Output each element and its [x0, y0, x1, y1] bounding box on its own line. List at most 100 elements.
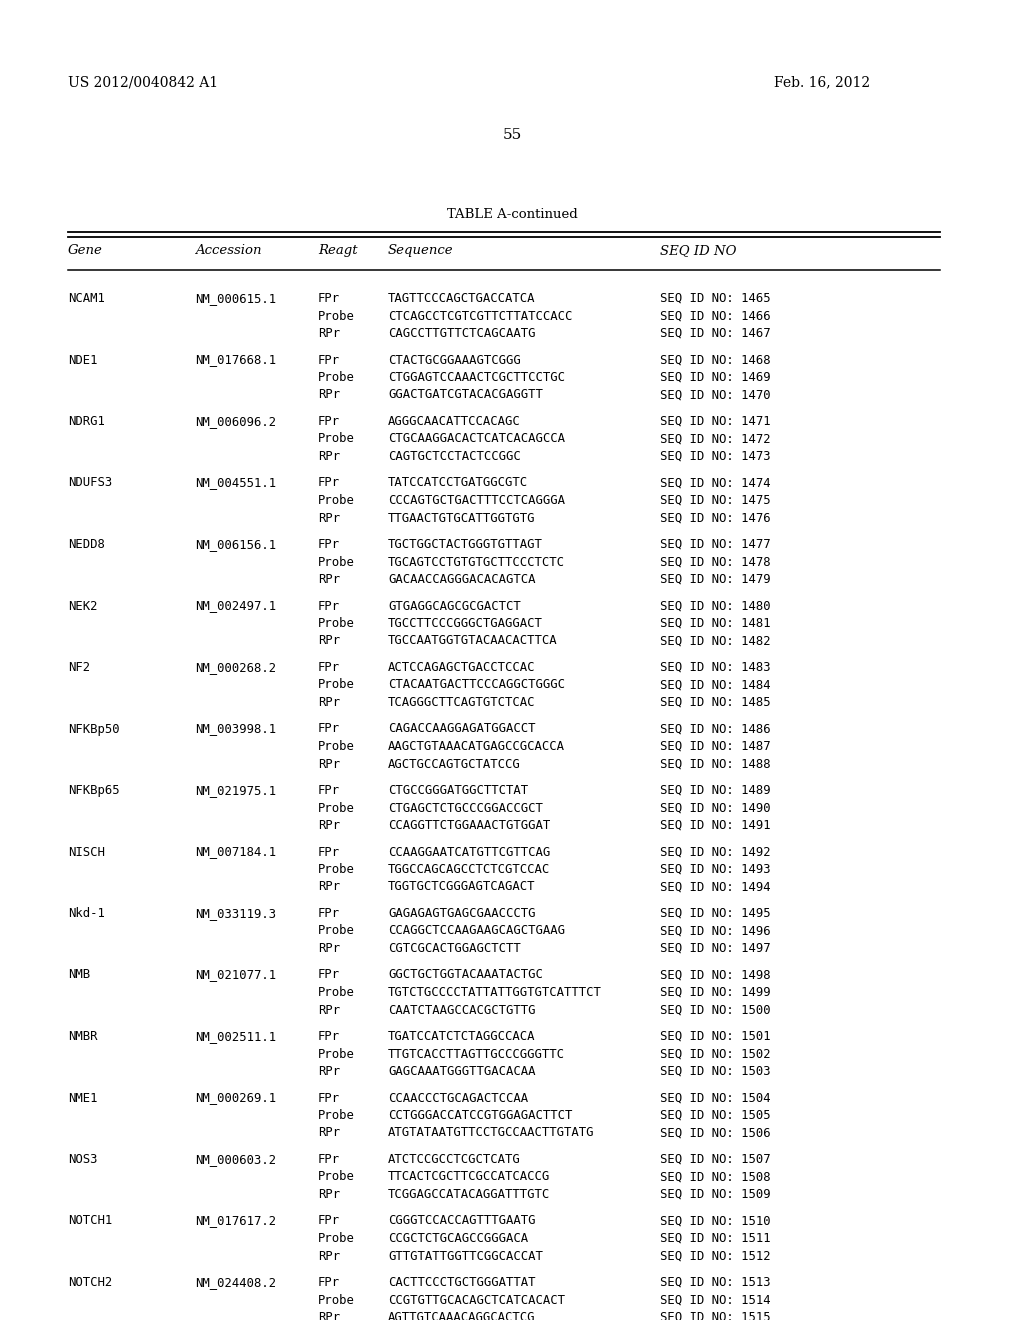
Text: ACTCCAGAGCTGACCTCCAC: ACTCCAGAGCTGACCTCCAC [388, 661, 536, 675]
Text: SEQ ID NO: 1491: SEQ ID NO: 1491 [660, 818, 771, 832]
Text: Probe: Probe [318, 801, 355, 814]
Text: TABLE A-continued: TABLE A-continued [446, 209, 578, 220]
Text: AGGGCAACATTCCACAGC: AGGGCAACATTCCACAGC [388, 414, 521, 428]
Text: Probe: Probe [318, 1171, 355, 1184]
Text: RPr: RPr [318, 450, 340, 463]
Text: NM_024408.2: NM_024408.2 [195, 1276, 276, 1290]
Text: NMB: NMB [68, 969, 90, 982]
Text: CCGTGTTGCACAGCTCATCACACT: CCGTGTTGCACAGCTCATCACACT [388, 1294, 565, 1307]
Text: TATCCATCCTGATGGCGTC: TATCCATCCTGATGGCGTC [388, 477, 528, 490]
Text: SEQ ID NO: 1478: SEQ ID NO: 1478 [660, 556, 771, 569]
Text: SEQ ID NO: 1484: SEQ ID NO: 1484 [660, 678, 771, 692]
Text: Feb. 16, 2012: Feb. 16, 2012 [774, 75, 870, 88]
Text: NFKBp65: NFKBp65 [68, 784, 120, 797]
Text: SEQ ID NO: 1512: SEQ ID NO: 1512 [660, 1250, 771, 1262]
Text: FPr: FPr [318, 784, 340, 797]
Text: TGGCCAGCAGCCTCTCGTCCAC: TGGCCAGCAGCCTCTCGTCCAC [388, 863, 550, 876]
Text: CAATCTAAGCCACGCTGTTG: CAATCTAAGCCACGCTGTTG [388, 1003, 536, 1016]
Text: SEQ ID NO: 1465: SEQ ID NO: 1465 [660, 292, 771, 305]
Text: NM_021077.1: NM_021077.1 [195, 969, 276, 982]
Text: SEQ ID NO: 1471: SEQ ID NO: 1471 [660, 414, 771, 428]
Text: TGCAGTCCTGTGTGCTTCCCTCTC: TGCAGTCCTGTGTGCTTCCCTCTC [388, 556, 565, 569]
Text: FPr: FPr [318, 354, 340, 367]
Text: GGCTGCTGGTACAAATACTGC: GGCTGCTGGTACAAATACTGC [388, 969, 543, 982]
Text: FPr: FPr [318, 722, 340, 735]
Text: NM_000268.2: NM_000268.2 [195, 661, 276, 675]
Text: GGACTGATCGTACACGAGGTT: GGACTGATCGTACACGAGGTT [388, 388, 543, 401]
Text: NF2: NF2 [68, 661, 90, 675]
Text: SEQ ID NO: 1503: SEQ ID NO: 1503 [660, 1065, 771, 1078]
Text: RPr: RPr [318, 573, 340, 586]
Text: 55: 55 [503, 128, 521, 143]
Text: SEQ ID NO: 1487: SEQ ID NO: 1487 [660, 741, 771, 752]
Text: CAGCCTTGTTCTCAGCAATG: CAGCCTTGTTCTCAGCAATG [388, 327, 536, 341]
Text: Probe: Probe [318, 986, 355, 999]
Text: FPr: FPr [318, 969, 340, 982]
Text: GACAACCAGGGACACAGTCA: GACAACCAGGGACACAGTCA [388, 573, 536, 586]
Text: CCAAGGAATCATGTTCGTTCAG: CCAAGGAATCATGTTCGTTCAG [388, 846, 550, 858]
Text: RPr: RPr [318, 696, 340, 709]
Text: SEQ ID NO: 1488: SEQ ID NO: 1488 [660, 758, 771, 771]
Text: SEQ ID NO: 1515: SEQ ID NO: 1515 [660, 1311, 771, 1320]
Text: SEQ ID NO: 1500: SEQ ID NO: 1500 [660, 1003, 771, 1016]
Text: AGCTGCCAGTGCTATCCG: AGCTGCCAGTGCTATCCG [388, 758, 521, 771]
Text: CGTCGCACTGGAGCTCTT: CGTCGCACTGGAGCTCTT [388, 942, 521, 954]
Text: RPr: RPr [318, 1065, 340, 1078]
Text: FPr: FPr [318, 1092, 340, 1105]
Text: TGCCTTCCCGGGCTGAGGACT: TGCCTTCCCGGGCTGAGGACT [388, 616, 543, 630]
Text: TGTCTGCCCCTATTATTGGTGTCATTTCT: TGTCTGCCCCTATTATTGGTGTCATTTCT [388, 986, 602, 999]
Text: FPr: FPr [318, 661, 340, 675]
Text: FPr: FPr [318, 292, 340, 305]
Text: SEQ ID NO: 1466: SEQ ID NO: 1466 [660, 309, 771, 322]
Text: Probe: Probe [318, 1048, 355, 1060]
Text: SEQ ID NO: 1492: SEQ ID NO: 1492 [660, 846, 771, 858]
Text: RPr: RPr [318, 1311, 340, 1320]
Text: FPr: FPr [318, 907, 340, 920]
Text: NM_021975.1: NM_021975.1 [195, 784, 276, 797]
Text: CCCAGTGCTGACTTTCCTCAGGGA: CCCAGTGCTGACTTTCCTCAGGGA [388, 494, 565, 507]
Text: SEQ ID NO: 1476: SEQ ID NO: 1476 [660, 511, 771, 524]
Text: GAGCAAATGGGTTGACACAA: GAGCAAATGGGTTGACACAA [388, 1065, 536, 1078]
Text: CTGGAGTCCAAACTCGCTTCCTGC: CTGGAGTCCAAACTCGCTTCCTGC [388, 371, 565, 384]
Text: TCGGAGCCATACAGGATTTGTC: TCGGAGCCATACAGGATTTGTC [388, 1188, 550, 1201]
Text: GTGAGGCAGCGCGACTCT: GTGAGGCAGCGCGACTCT [388, 599, 521, 612]
Text: SEQ ID NO: 1485: SEQ ID NO: 1485 [660, 696, 771, 709]
Text: CCTGGGACCATCCGTGGAGACTTCT: CCTGGGACCATCCGTGGAGACTTCT [388, 1109, 572, 1122]
Text: NM_017668.1: NM_017668.1 [195, 354, 276, 367]
Text: NISCH: NISCH [68, 846, 104, 858]
Text: ATCTCCGCCTCGCTCATG: ATCTCCGCCTCGCTCATG [388, 1152, 521, 1166]
Text: CAGACCAAGGAGATGGACCT: CAGACCAAGGAGATGGACCT [388, 722, 536, 735]
Text: SEQ ID NO: 1477: SEQ ID NO: 1477 [660, 539, 771, 550]
Text: RPr: RPr [318, 1126, 340, 1139]
Text: Reagt: Reagt [318, 244, 357, 257]
Text: NEDD8: NEDD8 [68, 539, 104, 550]
Text: SEQ ID NO: 1498: SEQ ID NO: 1498 [660, 969, 771, 982]
Text: US 2012/0040842 A1: US 2012/0040842 A1 [68, 75, 218, 88]
Text: FPr: FPr [318, 539, 340, 550]
Text: NOS3: NOS3 [68, 1152, 97, 1166]
Text: SEQ ID NO: 1479: SEQ ID NO: 1479 [660, 573, 771, 586]
Text: SEQ ID NO: 1480: SEQ ID NO: 1480 [660, 599, 771, 612]
Text: SEQ ID NO: 1493: SEQ ID NO: 1493 [660, 863, 771, 876]
Text: TGATCCATCTCTAGGCCACA: TGATCCATCTCTAGGCCACA [388, 1030, 536, 1043]
Text: SEQ ID NO: 1505: SEQ ID NO: 1505 [660, 1109, 771, 1122]
Text: SEQ ID NO: 1502: SEQ ID NO: 1502 [660, 1048, 771, 1060]
Text: RPr: RPr [318, 635, 340, 648]
Text: SEQ ID NO: 1495: SEQ ID NO: 1495 [660, 907, 771, 920]
Text: TTGTCACCTTAGTTGCCCGGGTTC: TTGTCACCTTAGTTGCCCGGGTTC [388, 1048, 565, 1060]
Text: NOTCH2: NOTCH2 [68, 1276, 113, 1290]
Text: Nkd-1: Nkd-1 [68, 907, 104, 920]
Text: NME1: NME1 [68, 1092, 97, 1105]
Text: RPr: RPr [318, 1250, 340, 1262]
Text: RPr: RPr [318, 880, 340, 894]
Text: SEQ ID NO: 1467: SEQ ID NO: 1467 [660, 327, 771, 341]
Text: Probe: Probe [318, 1294, 355, 1307]
Text: RPr: RPr [318, 327, 340, 341]
Text: Probe: Probe [318, 1232, 355, 1245]
Text: NMBR: NMBR [68, 1030, 97, 1043]
Text: Probe: Probe [318, 1109, 355, 1122]
Text: CCAACCCTGCAGACTCCAA: CCAACCCTGCAGACTCCAA [388, 1092, 528, 1105]
Text: TGCTGGCTACTGGGTGTTAGT: TGCTGGCTACTGGGTGTTAGT [388, 539, 543, 550]
Text: SEQ ID NO: 1490: SEQ ID NO: 1490 [660, 801, 771, 814]
Text: TAGTTCCCAGCTGACCATCA: TAGTTCCCAGCTGACCATCA [388, 292, 536, 305]
